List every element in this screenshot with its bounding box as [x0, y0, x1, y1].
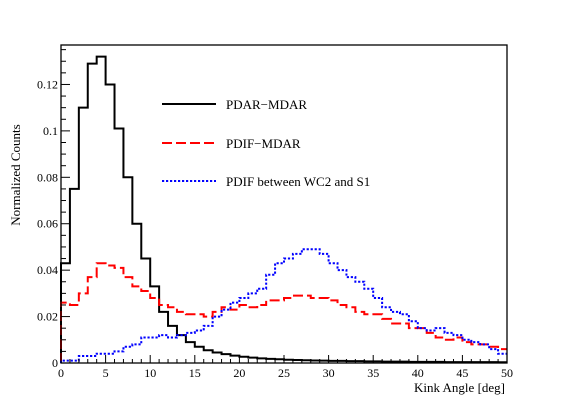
legend-label-2: PDIF−MDAR	[226, 136, 301, 151]
x-tick-label: 20	[233, 366, 245, 380]
x-tick-label: 35	[367, 366, 379, 380]
x-tick-label: 0	[58, 366, 64, 380]
series-2-line	[60, 262, 507, 363]
series-1-line	[60, 55, 507, 364]
legend-label-3: PDIF between WC2 and S1	[226, 174, 370, 189]
x-tick-label: 25	[278, 366, 290, 380]
y-tick-label: 0	[52, 356, 58, 370]
x-axis-label: Kink Angle [deg]	[414, 380, 505, 395]
x-tick-label: 40	[412, 366, 424, 380]
y-tick-label: 0.02	[37, 310, 58, 324]
y-tick-label: 0.04	[37, 263, 58, 277]
legend: PDAR−MDAR PDIF−MDAR PDIF between WC2 and S…	[162, 97, 370, 189]
x-tick-label: 45	[456, 366, 468, 380]
y-axis-label: Normalized Counts	[8, 124, 23, 225]
x-tick-layer: 0 5 10 15 20 25 30 35 40 45 50	[58, 355, 513, 380]
series-layer	[60, 55, 507, 364]
plot-frame	[60, 44, 508, 364]
y-tick-label: 0.06	[37, 217, 58, 231]
y-tick-layer: 0 0.02 0.04 0.06 0.08 0.1 0.12	[37, 49, 70, 370]
x-tick-label: 10	[144, 366, 156, 380]
x-tick-label: 30	[323, 366, 335, 380]
x-tick-label: 15	[189, 366, 201, 380]
x-tick-label: 50	[501, 366, 513, 380]
y-tick-label: 0.1	[43, 124, 58, 138]
legend-label-1: PDAR−MDAR	[226, 97, 307, 112]
x-tick-label: 5	[103, 366, 109, 380]
y-tick-label: 0.12	[37, 77, 58, 91]
y-tick-label: 0.08	[37, 170, 58, 184]
series-3-line	[60, 248, 507, 363]
